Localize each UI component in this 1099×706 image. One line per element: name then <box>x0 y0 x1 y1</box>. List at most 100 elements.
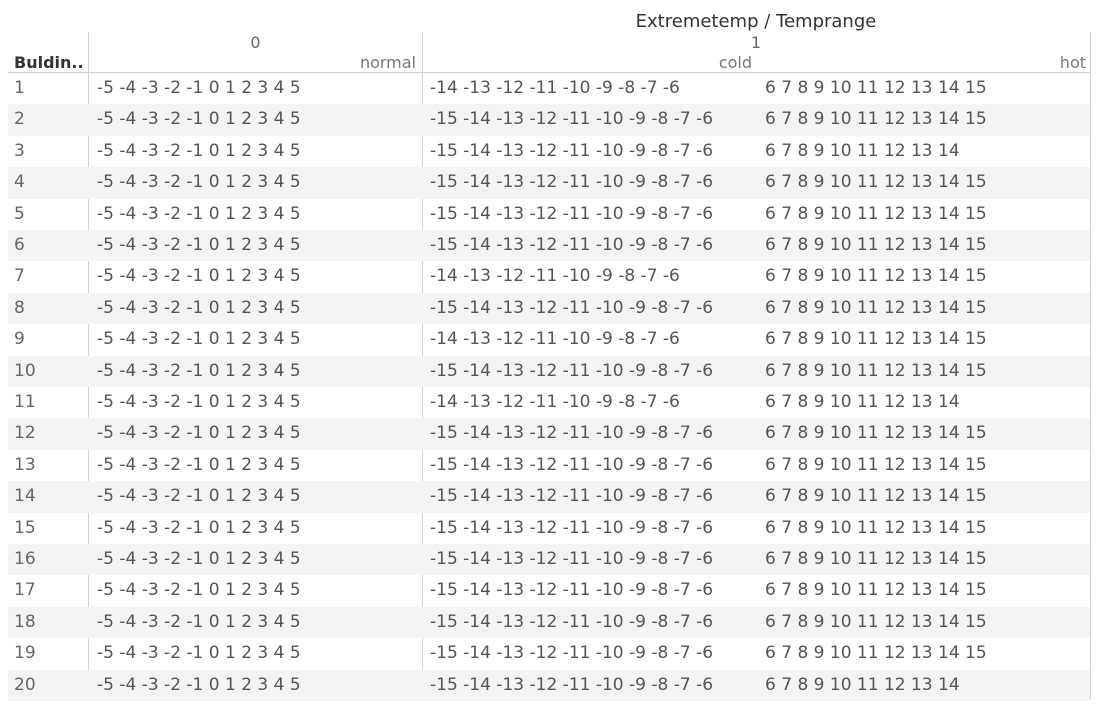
cell-hot: 6 7 8 9 10 11 12 13 14 15 <box>765 580 987 601</box>
header-divider <box>8 72 1090 73</box>
row-label: 10 <box>14 360 36 381</box>
cell-normal: -5 -4 -3 -2 -1 0 1 2 3 4 5 <box>97 643 301 664</box>
cell-hot: 6 7 8 9 10 11 12 13 14 15 <box>765 203 987 224</box>
table-row: 3 -5 -4 -3 -2 -1 0 1 2 3 4 5 -15 -14 -13 -… <box>8 136 1090 167</box>
cell-cold: -15 -14 -13 -12 -11 -10 -9 -8 -7 -6 <box>430 172 714 193</box>
table-row: 16 -5 -4 -3 -2 -1 0 1 2 3 4 5 -15 -14 -13 … <box>8 544 1090 576</box>
cell-normal: -5 -4 -3 -2 -1 0 1 2 3 4 5 <box>97 329 301 350</box>
cell-normal: -5 -4 -3 -2 -1 0 1 2 3 4 5 <box>97 611 301 632</box>
cell-normal: -5 -4 -3 -2 -1 0 1 2 3 4 5 <box>97 172 301 193</box>
table-row: 6 -5 -4 -3 -2 -1 0 1 2 3 4 5 -15 -14 -13 -… <box>8 230 1090 262</box>
cell-normal: -5 -4 -3 -2 -1 0 1 2 3 4 5 <box>97 580 301 601</box>
cell-normal: -5 -4 -3 -2 -1 0 1 2 3 4 5 <box>97 549 301 569</box>
cell-cold: -15 -14 -13 -12 -11 -10 -9 -8 -7 -6 <box>430 423 714 444</box>
cell-hot: 6 7 8 9 10 11 12 13 14 15 <box>765 172 987 193</box>
cell-hot: 6 7 8 9 10 11 12 13 14 15 <box>765 454 987 475</box>
table-row: 7 -5 -4 -3 -2 -1 0 1 2 3 4 5 -14 -13 -12 -… <box>8 261 1090 292</box>
row-label: 13 <box>14 454 36 475</box>
table-row: 9 -5 -4 -3 -2 -1 0 1 2 3 4 5 -14 -13 -12 -… <box>8 324 1090 355</box>
row-label: 18 <box>14 611 36 632</box>
table-row: 11 -5 -4 -3 -2 -1 0 1 2 3 4 5 -14 -13 -12 … <box>8 387 1090 418</box>
cell-normal: -5 -4 -3 -2 -1 0 1 2 3 4 5 <box>97 266 301 287</box>
cell-hot: 6 7 8 9 10 11 12 13 14 15 <box>765 643 987 664</box>
cell-cold: -14 -13 -12 -11 -10 -9 -8 -7 -6 <box>430 329 680 350</box>
row-label: 20 <box>14 674 36 695</box>
table-row: 15 -5 -4 -3 -2 -1 0 1 2 3 4 5 -15 -14 -13 … <box>8 513 1090 544</box>
chart-title: Extremetemp / Temprange <box>635 11 877 32</box>
cell-cold: -15 -14 -13 -12 -11 -10 -9 -8 -7 -6 <box>430 297 714 318</box>
table-row: 18 -5 -4 -3 -2 -1 0 1 2 3 4 5 -15 -14 -13 … <box>8 606 1090 639</box>
column-group-label-1: 1 <box>750 33 762 52</box>
column-header-normal: normal <box>359 53 416 72</box>
divider-right <box>1090 32 1091 700</box>
cell-hot: 6 7 8 9 10 11 12 13 14 15 <box>765 486 987 507</box>
cell-hot: 6 7 8 9 10 11 12 13 14 15 <box>765 611 987 632</box>
table-row: 14 -5 -4 -3 -2 -1 0 1 2 3 4 5 -15 -14 -13 … <box>8 481 1090 513</box>
cell-cold: -15 -14 -13 -12 -11 -10 -9 -8 -7 -6 <box>430 454 714 475</box>
table-row: 4 -5 -4 -3 -2 -1 0 1 2 3 4 5 -15 -14 -13 -… <box>8 167 1090 199</box>
row-label: 15 <box>14 517 36 538</box>
cell-cold: -15 -14 -13 -12 -11 -10 -9 -8 -7 -6 <box>430 109 714 130</box>
cell-cold: -15 -14 -13 -12 -11 -10 -9 -8 -7 -6 <box>430 549 714 569</box>
table-row: 1 -5 -4 -3 -2 -1 0 1 2 3 4 5 -14 -13 -12 -… <box>8 73 1090 104</box>
table-row: 12 -5 -4 -3 -2 -1 0 1 2 3 4 5 -15 -14 -13 … <box>8 418 1090 450</box>
cell-cold: -15 -14 -13 -12 -11 -10 -9 -8 -7 -6 <box>430 140 714 161</box>
cell-hot: 6 7 8 9 10 11 12 13 14 15 <box>765 109 987 130</box>
cell-normal: -5 -4 -3 -2 -1 0 1 2 3 4 5 <box>97 203 301 224</box>
cell-normal: -5 -4 -3 -2 -1 0 1 2 3 4 5 <box>97 486 301 507</box>
cell-normal: -5 -4 -3 -2 -1 0 1 2 3 4 5 <box>97 140 301 161</box>
row-label: 7 <box>14 266 25 287</box>
cell-cold: -15 -14 -13 -12 -11 -10 -9 -8 -7 -6 <box>430 203 714 224</box>
table-row: 8 -5 -4 -3 -2 -1 0 1 2 3 4 5 -15 -14 -13 -… <box>8 292 1090 325</box>
table-row: 5 -5 -4 -3 -2 -1 0 1 2 3 4 5 -15 -14 -13 -… <box>8 199 1090 230</box>
cell-normal: -5 -4 -3 -2 -1 0 1 2 3 4 5 <box>97 392 301 412</box>
cell-normal: -5 -4 -3 -2 -1 0 1 2 3 4 5 <box>97 674 301 695</box>
row-label: 2 <box>14 109 25 130</box>
row-label: 16 <box>14 549 36 569</box>
row-label: 9 <box>14 329 25 350</box>
cell-cold: -15 -14 -13 -12 -11 -10 -9 -8 -7 -6 <box>430 360 714 381</box>
row-label: 14 <box>14 486 36 507</box>
cell-cold: -14 -13 -12 -11 -10 -9 -8 -7 -6 <box>430 392 680 412</box>
table-row: 20 -5 -4 -3 -2 -1 0 1 2 3 4 5 -15 -14 -13 … <box>8 669 1090 701</box>
cell-cold: -14 -13 -12 -11 -10 -9 -8 -7 -6 <box>430 78 680 98</box>
cell-hot: 6 7 8 9 10 11 12 13 14 <box>765 674 960 695</box>
cell-normal: -5 -4 -3 -2 -1 0 1 2 3 4 5 <box>97 423 301 444</box>
column-header-hot: hot <box>1059 53 1086 72</box>
cell-hot: 6 7 8 9 10 11 12 13 14 15 <box>765 360 987 381</box>
cell-hot: 6 7 8 9 10 11 12 13 14 15 <box>765 517 987 538</box>
cell-hot: 6 7 8 9 10 11 12 13 14 <box>765 392 960 412</box>
row-label: 19 <box>14 643 36 664</box>
row-label: 5 <box>14 203 25 224</box>
table-row: 17 -5 -4 -3 -2 -1 0 1 2 3 4 5 -15 -14 -13 … <box>8 575 1090 606</box>
cell-cold: -15 -14 -13 -12 -11 -10 -9 -8 -7 -6 <box>430 580 714 601</box>
cell-normal: -5 -4 -3 -2 -1 0 1 2 3 4 5 <box>97 454 301 475</box>
row-label: 12 <box>14 423 36 444</box>
cell-hot: 6 7 8 9 10 11 12 13 14 15 <box>765 235 987 255</box>
cell-cold: -15 -14 -13 -12 -11 -10 -9 -8 -7 -6 <box>430 674 714 695</box>
cell-hot: 6 7 8 9 10 11 12 13 14 15 <box>765 423 987 444</box>
cell-hot: 6 7 8 9 10 11 12 13 14 <box>765 140 960 161</box>
cell-hot: 6 7 8 9 10 11 12 13 14 15 <box>765 266 987 287</box>
row-label: 11 <box>14 392 36 412</box>
row-label: 1 <box>14 78 25 98</box>
cell-cold: -15 -14 -13 -12 -11 -10 -9 -8 -7 -6 <box>430 235 714 255</box>
cell-cold: -15 -14 -13 -12 -11 -10 -9 -8 -7 -6 <box>430 611 714 632</box>
cell-normal: -5 -4 -3 -2 -1 0 1 2 3 4 5 <box>97 109 301 130</box>
cell-normal: -5 -4 -3 -2 -1 0 1 2 3 4 5 <box>97 517 301 538</box>
cell-normal: -5 -4 -3 -2 -1 0 1 2 3 4 5 <box>97 235 301 255</box>
cell-cold: -15 -14 -13 -12 -11 -10 -9 -8 -7 -6 <box>430 517 714 538</box>
table-row: 2 -5 -4 -3 -2 -1 0 1 2 3 4 5 -15 -14 -13 -… <box>8 104 1090 136</box>
row-label: 17 <box>14 580 36 601</box>
cell-cold: -15 -14 -13 -12 -11 -10 -9 -8 -7 -6 <box>430 643 714 664</box>
cell-hot: 6 7 8 9 10 11 12 13 14 15 <box>765 297 987 318</box>
row-label: 4 <box>14 172 25 193</box>
row-header-title: Buldin.. <box>14 53 84 72</box>
table-row: 13 -5 -4 -3 -2 -1 0 1 2 3 4 5 -15 -14 -13 … <box>8 450 1090 481</box>
row-label: 6 <box>14 235 25 255</box>
cell-normal: -5 -4 -3 -2 -1 0 1 2 3 4 5 <box>97 297 301 318</box>
table-row: 19 -5 -4 -3 -2 -1 0 1 2 3 4 5 -15 -14 -13 … <box>8 638 1090 669</box>
table-row: 10 -5 -4 -3 -2 -1 0 1 2 3 4 5 -15 -14 -13 … <box>8 355 1090 387</box>
cell-cold: -15 -14 -13 -12 -11 -10 -9 -8 -7 -6 <box>430 486 714 507</box>
